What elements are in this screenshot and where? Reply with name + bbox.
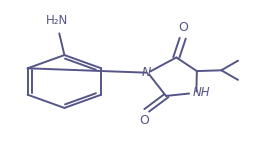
Text: O: O bbox=[139, 114, 149, 126]
Text: H₂N: H₂N bbox=[46, 14, 68, 27]
Text: N: N bbox=[142, 66, 151, 79]
Text: O: O bbox=[178, 21, 188, 34]
Text: NH: NH bbox=[193, 86, 211, 99]
